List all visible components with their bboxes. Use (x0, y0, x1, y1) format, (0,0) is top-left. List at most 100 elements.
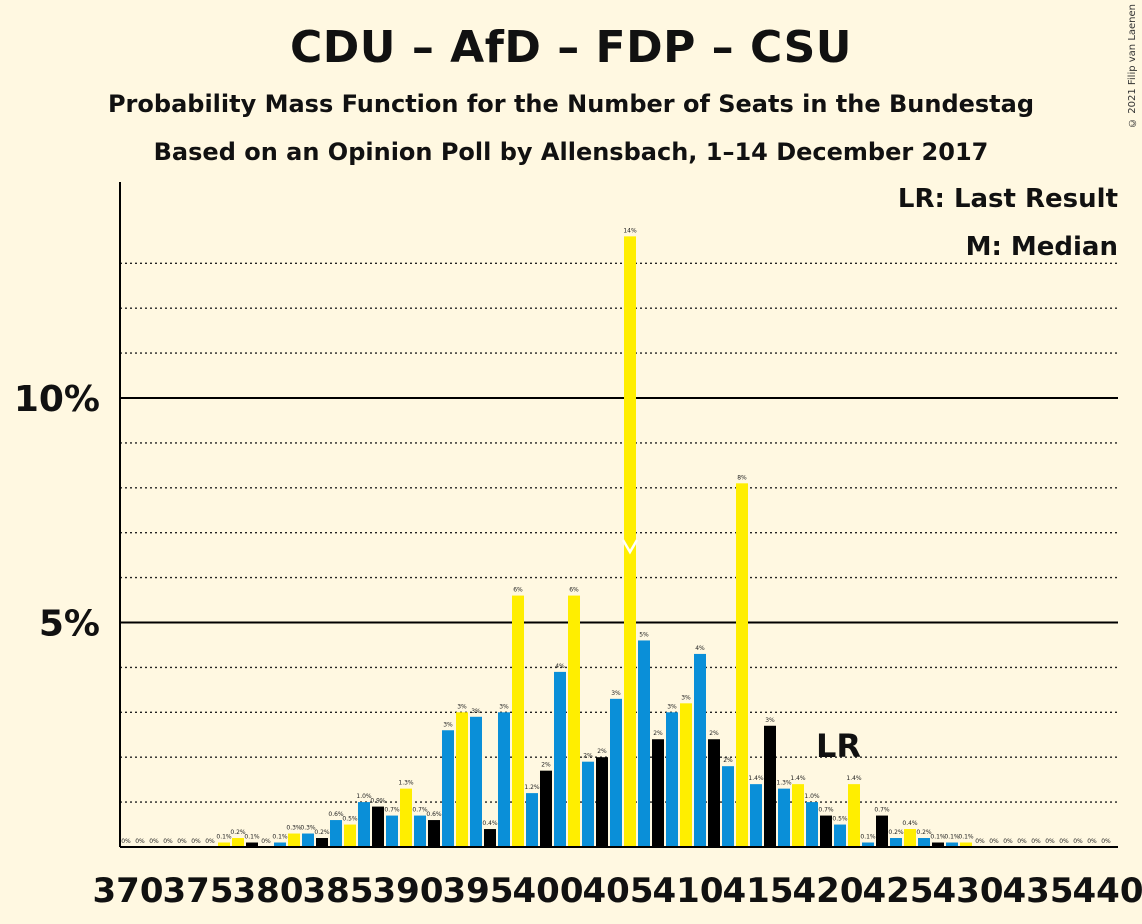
bar-seat-406 (624, 236, 636, 848)
x-tick-label: 380 (233, 871, 304, 911)
bar-seat-405 (610, 698, 622, 847)
bar-seat-382 (288, 833, 300, 847)
bar-seat-430 (960, 842, 972, 847)
bar-seat-389 (386, 815, 398, 847)
bar-value-label: 0% (1045, 838, 1055, 845)
bar-value-label: 0% (163, 838, 173, 845)
bar-seat-398 (512, 595, 524, 847)
bar-seat-395 (470, 716, 482, 847)
legend-median: M: Median (965, 232, 1118, 262)
bar-value-label: 1.0% (804, 793, 820, 800)
bar-value-label: 3% (611, 690, 621, 697)
bar-value-label: 14% (623, 227, 637, 234)
bar-value-label: 3% (443, 721, 453, 728)
bar-value-label: 1.3% (398, 780, 414, 787)
bar-seat-429 (946, 842, 958, 847)
bar-seat-387 (358, 802, 370, 847)
bar-seat-408 (652, 739, 664, 847)
bar-value-label: 0% (975, 838, 985, 845)
bar-value-label: 5% (639, 631, 649, 638)
bar-value-label: 0.3% (300, 825, 316, 832)
bar-value-label: 0% (1087, 838, 1097, 845)
bar-value-label: 0% (989, 838, 999, 845)
bar-seat-424 (876, 815, 888, 847)
x-tick-label: 395 (443, 871, 514, 911)
bar-value-label: 0% (1059, 838, 1069, 845)
bar-seat-409 (666, 712, 678, 847)
x-tick-label: 415 (723, 871, 794, 911)
bar-value-label: 3% (765, 717, 775, 724)
bar-value-label: 3% (681, 694, 691, 701)
bar-value-label: 2% (597, 748, 607, 755)
x-tick-label: 410 (653, 871, 724, 911)
x-tick-label: 375 (163, 871, 234, 911)
bar-value-label: 0% (1073, 838, 1083, 845)
bar-seat-404 (596, 757, 608, 847)
bar-seat-417 (778, 788, 790, 847)
bar-seat-410 (680, 703, 692, 847)
bar-value-label: 0.4% (902, 820, 918, 827)
legend-last-result: LR: Last Result (897, 184, 1118, 214)
bar-seat-381 (274, 842, 286, 847)
bar-value-label: 0.7% (874, 807, 890, 814)
x-tick-label: 390 (373, 871, 444, 911)
bar-seat-393 (442, 730, 454, 847)
bar-seat-399 (526, 793, 538, 847)
x-tick-label: 425 (863, 871, 934, 911)
bar-value-label: 0% (1017, 838, 1027, 845)
bar-value-label: 0.1% (860, 834, 876, 841)
bar-value-label: 1.4% (790, 775, 806, 782)
bar-value-label: 0.5% (342, 816, 358, 823)
bar-value-label: 0% (1101, 838, 1111, 845)
bar-seat-412 (708, 739, 720, 847)
chart-title: CDU – AfD – FDP – CSU (289, 22, 853, 73)
bar-value-label: 2% (723, 757, 733, 764)
bar-value-label: 0.1% (216, 834, 232, 841)
chart-subtitle-poll: Based on an Opinion Poll by Allensbach, … (153, 138, 989, 166)
bar-value-label: 1.2% (524, 784, 540, 791)
bar-seat-397 (498, 712, 510, 847)
bar-seat-407 (638, 640, 650, 847)
bar-value-label: 0% (135, 838, 145, 845)
bar-seat-419 (806, 802, 818, 847)
last-result-marker: LR (816, 727, 861, 765)
bar-value-label: 3% (667, 703, 677, 710)
bar-value-label: 6% (513, 587, 523, 594)
y-tick-label: 5% (39, 604, 100, 645)
bar-value-label: 0.1% (930, 834, 946, 841)
bar-value-label: 0% (177, 838, 187, 845)
bar-value-label: 1.4% (748, 775, 764, 782)
bar-value-label: 0% (261, 838, 271, 845)
bar-seat-401 (554, 671, 566, 847)
bar-seat-379 (246, 842, 258, 847)
bar-seat-383 (302, 833, 314, 847)
bar-value-label: 0% (121, 838, 131, 845)
bar-value-label: 4% (695, 645, 705, 652)
bar-seat-390 (400, 788, 412, 847)
bar-value-label: 0.1% (958, 834, 974, 841)
bar-value-label: 0.2% (230, 829, 246, 836)
bar-seat-422 (848, 784, 860, 847)
bar-value-label: 0.7% (384, 807, 400, 814)
x-tick-label: 385 (303, 871, 374, 911)
bar-value-label: 0.7% (818, 807, 834, 814)
bar-seat-421 (834, 824, 846, 847)
bar-value-label: 0.1% (272, 834, 288, 841)
bar-seat-427 (918, 838, 930, 847)
bar-value-label: 1.4% (846, 775, 862, 782)
bar-value-label: 0.2% (888, 829, 904, 836)
bar-seat-386 (344, 824, 356, 847)
bar-value-label: 4% (555, 663, 565, 670)
bar-value-label: 3% (499, 703, 509, 710)
x-tick-label: 400 (513, 871, 584, 911)
bar-value-label: 0% (149, 838, 159, 845)
bar-value-label: 0.6% (426, 811, 442, 818)
bar-value-label: 0.9% (370, 798, 386, 805)
bar-value-label: 0% (205, 838, 215, 845)
bar-value-label: 2% (541, 762, 551, 769)
x-tick-label: 430 (933, 871, 1004, 911)
bar-value-label: 0% (1003, 838, 1013, 845)
bar-seat-426 (904, 829, 916, 847)
x-tick-label: 405 (583, 871, 654, 911)
